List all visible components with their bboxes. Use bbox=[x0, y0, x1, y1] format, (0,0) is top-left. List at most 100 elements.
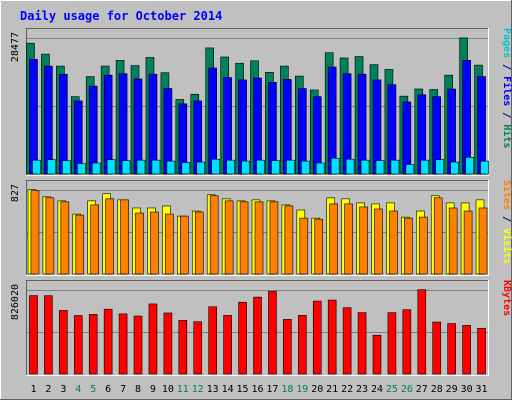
bar-kbytes bbox=[477, 327, 486, 375]
x-tick-label: 14 bbox=[222, 384, 234, 395]
bar-files bbox=[253, 77, 262, 175]
bar-kbytes bbox=[462, 325, 471, 375]
bar-sites bbox=[239, 201, 249, 275]
y-max-label: 28477 bbox=[10, 32, 21, 62]
bar-pages bbox=[256, 159, 265, 175]
bar-kbytes bbox=[312, 300, 322, 375]
bar-sites bbox=[135, 212, 144, 275]
x-tick-label: 31 bbox=[476, 384, 488, 395]
bar-pages bbox=[405, 164, 415, 175]
x-tick-label: 23 bbox=[356, 384, 368, 395]
bar-sites bbox=[90, 204, 100, 275]
series-kbytes bbox=[29, 289, 486, 375]
bar-kbytes bbox=[387, 312, 397, 375]
bar-pages bbox=[181, 162, 191, 175]
bar-pages bbox=[76, 163, 86, 175]
x-tick-label: 9 bbox=[150, 384, 156, 395]
series-axis-label: KBytes bbox=[501, 280, 512, 316]
bar-sites bbox=[448, 207, 458, 275]
x-tick-label: 11 bbox=[177, 384, 189, 395]
x-tick-label: 6 bbox=[105, 384, 111, 395]
bar-sites bbox=[120, 199, 129, 275]
bar-kbytes bbox=[327, 299, 337, 375]
axis-label-part: KBytes bbox=[501, 280, 512, 316]
x-tick-label: 30 bbox=[461, 384, 473, 395]
bar-kbytes bbox=[103, 308, 113, 375]
bar-files bbox=[357, 73, 367, 175]
series-axis-label: Sites / Visits bbox=[501, 180, 512, 264]
bar-files bbox=[283, 79, 292, 175]
bar-pages bbox=[47, 159, 56, 175]
bar-sites bbox=[194, 211, 204, 275]
x-tick-label: 28 bbox=[431, 384, 443, 395]
bar-files bbox=[312, 96, 322, 175]
bar-kbytes bbox=[342, 307, 352, 375]
bar-kbytes bbox=[178, 320, 188, 375]
bar-pages bbox=[450, 161, 459, 175]
bar-files bbox=[447, 88, 456, 175]
x-tick-label: 24 bbox=[371, 384, 383, 395]
bar-kbytes bbox=[118, 313, 128, 375]
bar-sites bbox=[463, 210, 473, 275]
bar-kbytes bbox=[447, 323, 456, 375]
bar-kbytes bbox=[402, 309, 412, 375]
bar-sites bbox=[60, 201, 70, 275]
axis-label-part: Sites bbox=[501, 180, 512, 210]
bar-sites bbox=[45, 197, 55, 275]
axis-label-part: Hits bbox=[501, 124, 512, 148]
bar-files bbox=[238, 79, 247, 175]
bar-sites bbox=[389, 210, 398, 275]
bar-kbytes bbox=[357, 312, 367, 375]
bar-kbytes bbox=[253, 296, 262, 375]
x-tick-label: 16 bbox=[251, 384, 263, 395]
bar-kbytes bbox=[238, 301, 247, 375]
y-max-label: 827 bbox=[10, 184, 21, 202]
series-pages bbox=[32, 156, 489, 175]
bar-sites bbox=[224, 200, 234, 275]
bar-pages bbox=[301, 160, 310, 175]
x-tick-label: 25 bbox=[386, 384, 398, 395]
bar-pages bbox=[106, 159, 116, 175]
axis-label-part: Pages bbox=[501, 28, 512, 58]
bar-sites bbox=[299, 217, 309, 275]
x-tick-label: 20 bbox=[311, 384, 323, 395]
bar-pages bbox=[390, 159, 400, 175]
bar-pages bbox=[480, 160, 489, 175]
bar-pages bbox=[435, 159, 445, 175]
bar-files bbox=[372, 79, 382, 175]
series-sites bbox=[30, 190, 488, 275]
chart-panels: 28477 Pages / Files / Hits 827 Sites / Visi… bbox=[10, 28, 512, 376]
bar-files bbox=[103, 74, 113, 175]
bar-sites bbox=[180, 215, 189, 275]
bar-kbytes bbox=[29, 295, 38, 375]
bar-pages bbox=[62, 160, 71, 175]
x-tick-label: 21 bbox=[326, 384, 338, 395]
bar-pages bbox=[196, 161, 206, 175]
bar-files bbox=[402, 101, 412, 175]
x-tick-label: 26 bbox=[401, 384, 413, 395]
bar-pages bbox=[271, 160, 280, 175]
bar-files bbox=[73, 100, 83, 175]
bar-kbytes bbox=[432, 321, 442, 375]
bar-kbytes bbox=[163, 312, 173, 375]
series-axis-label: Pages / Files / Hits bbox=[501, 28, 512, 148]
bar-pages bbox=[91, 162, 101, 175]
bar-pages bbox=[121, 160, 131, 175]
bar-kbytes bbox=[59, 310, 68, 375]
bar-pages bbox=[211, 158, 220, 175]
bar-files bbox=[268, 82, 277, 175]
x-tick-label: 27 bbox=[416, 384, 428, 395]
bar-sites bbox=[359, 206, 368, 275]
x-tick-label: 4 bbox=[75, 384, 81, 395]
bar-sites bbox=[329, 203, 338, 275]
bar-sites bbox=[404, 217, 413, 275]
bar-kbytes bbox=[283, 319, 292, 375]
bar-pages bbox=[136, 159, 146, 175]
panel-bottom: 826020 KBytes bbox=[10, 280, 512, 376]
bar-kbytes bbox=[148, 303, 158, 375]
bar-files bbox=[462, 60, 471, 175]
bar-files bbox=[29, 59, 38, 175]
x-tick-label: 10 bbox=[162, 384, 174, 395]
x-tick-label: 29 bbox=[446, 384, 458, 395]
